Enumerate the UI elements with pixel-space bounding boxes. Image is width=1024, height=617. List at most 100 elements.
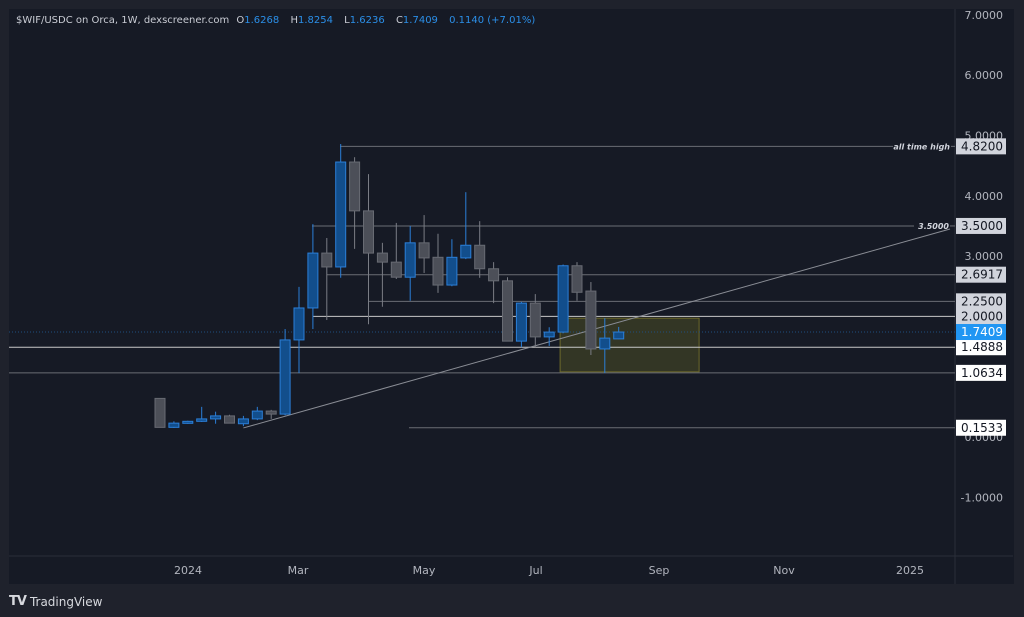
price-label-box bbox=[956, 293, 1006, 310]
symbol-title: $WIF/USDC on Orca, 1W, dexscreener.com bbox=[16, 15, 230, 26]
candle bbox=[418, 215, 430, 273]
candle bbox=[376, 242, 388, 307]
candle-body bbox=[321, 252, 333, 268]
ohlc-close: C1.7409 bbox=[396, 15, 442, 26]
brand-label[interactable]: TradingView bbox=[29, 594, 103, 609]
candle-body bbox=[168, 422, 180, 428]
open-value: 1.6268 bbox=[244, 15, 280, 26]
low-label: L bbox=[344, 15, 350, 26]
x-tick-label: Jul bbox=[528, 564, 542, 577]
candle bbox=[446, 239, 458, 287]
y-tick-label: 3.0000 bbox=[965, 250, 1004, 263]
candle bbox=[307, 224, 319, 330]
candle bbox=[585, 282, 597, 355]
candle bbox=[224, 414, 235, 424]
price-label: 2.6917 bbox=[961, 268, 1003, 282]
candle bbox=[168, 421, 180, 428]
chart-legend: $WIF/USDC on Orca, 1W, dexscreener.com O… bbox=[16, 15, 539, 26]
tradingview-logo-icon: TV bbox=[9, 594, 27, 609]
candle bbox=[363, 174, 374, 325]
candle bbox=[571, 262, 583, 301]
trendline bbox=[243, 228, 951, 429]
last-price-box bbox=[956, 324, 1006, 341]
candle-body bbox=[460, 244, 472, 259]
price-label-box bbox=[956, 138, 1006, 155]
y-tick-label: 4.0000 bbox=[965, 190, 1004, 203]
candle bbox=[265, 409, 277, 419]
price-label: 1.0634 bbox=[961, 366, 1003, 380]
x-tick-label: Nov bbox=[773, 564, 795, 577]
low-value: 1.6236 bbox=[349, 15, 385, 26]
ohlc-high: H1.8254 bbox=[290, 15, 337, 26]
candle-body bbox=[543, 331, 555, 338]
x-tick-label: 2024 bbox=[174, 564, 202, 577]
close-label: C bbox=[395, 15, 403, 26]
price-label-box bbox=[956, 339, 1006, 356]
candle bbox=[251, 406, 263, 421]
candle-body bbox=[196, 418, 208, 422]
x-tick-label: Mar bbox=[288, 564, 309, 577]
support-zone bbox=[559, 317, 700, 373]
candle bbox=[543, 327, 555, 346]
candle bbox=[460, 192, 472, 260]
candle-body bbox=[613, 331, 625, 340]
candle-body bbox=[279, 339, 291, 415]
candle-body bbox=[585, 290, 597, 350]
candle-body bbox=[432, 256, 444, 286]
candle-body bbox=[474, 244, 486, 270]
candle bbox=[529, 294, 541, 348]
price-label-box bbox=[956, 419, 1006, 436]
candle bbox=[349, 157, 361, 249]
price-label: 1.4888 bbox=[961, 340, 1003, 354]
candle-body bbox=[599, 337, 611, 350]
y-tick-label: -1.0000 bbox=[961, 491, 1003, 504]
last-price-label: 1.7409 bbox=[961, 325, 1003, 339]
candle bbox=[488, 262, 500, 304]
candle-body bbox=[265, 410, 277, 415]
candle-body bbox=[418, 242, 430, 259]
footer: TV TradingView bbox=[9, 594, 102, 609]
candle-body bbox=[446, 256, 458, 286]
candle bbox=[557, 264, 569, 334]
price-label-box bbox=[956, 217, 1006, 234]
y-tick-label: 7.0000 bbox=[965, 9, 1004, 22]
x-tick-label: Sep bbox=[649, 564, 670, 577]
candle-body bbox=[571, 265, 583, 293]
candle bbox=[196, 406, 208, 422]
candle bbox=[335, 143, 347, 278]
candle bbox=[432, 233, 444, 293]
candle-body bbox=[210, 415, 222, 420]
candle-body bbox=[237, 418, 249, 425]
ohlc-open: O1.6268 bbox=[236, 15, 283, 26]
candle bbox=[474, 221, 486, 278]
candle-body bbox=[502, 280, 513, 342]
candle bbox=[279, 329, 291, 416]
candle-body bbox=[363, 210, 374, 254]
high-label: H bbox=[290, 15, 298, 26]
x-tick-label: 2025 bbox=[896, 564, 924, 577]
candle-body bbox=[529, 302, 541, 338]
candle bbox=[293, 286, 305, 374]
price-label: 4.8200 bbox=[961, 139, 1003, 153]
candle bbox=[515, 301, 527, 348]
price-label-box bbox=[956, 266, 1006, 283]
level-annotation: all time high bbox=[893, 142, 950, 151]
level-annotation: 3.5000 bbox=[918, 222, 949, 231]
price-label-box bbox=[956, 308, 1006, 325]
price-label-box bbox=[956, 364, 1006, 381]
candle-body bbox=[515, 302, 527, 342]
price-label: 3.5000 bbox=[961, 219, 1003, 233]
candle-body bbox=[557, 265, 569, 333]
candle bbox=[154, 397, 166, 428]
candle-body bbox=[293, 307, 305, 341]
candle-body bbox=[488, 268, 500, 282]
candle-body bbox=[182, 420, 194, 424]
candle-body bbox=[224, 415, 235, 424]
close-value: 1.7409 bbox=[402, 15, 438, 26]
candle-body bbox=[404, 242, 416, 278]
candle-body bbox=[307, 252, 319, 309]
y-tick-label: 6.0000 bbox=[965, 69, 1004, 82]
candle-body bbox=[349, 161, 361, 212]
candle bbox=[502, 277, 513, 342]
